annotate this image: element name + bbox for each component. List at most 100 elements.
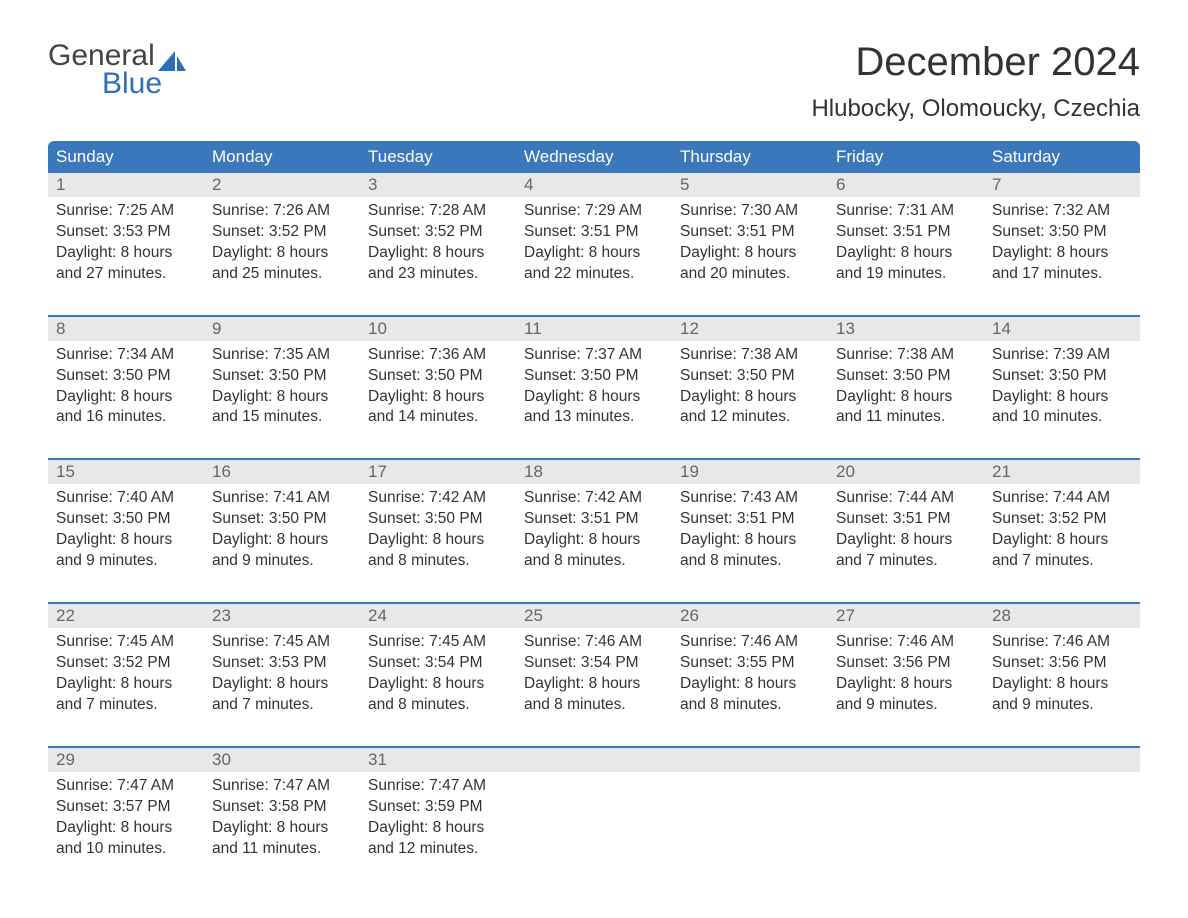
day-number: 3 bbox=[360, 173, 516, 197]
day-number: 2 bbox=[204, 173, 360, 197]
sunrise-text: Sunrise: 7:42 AM bbox=[524, 488, 664, 509]
daylight-line-2: and 19 minutes. bbox=[836, 264, 976, 285]
daylight-line-1: Daylight: 8 hours bbox=[992, 387, 1132, 408]
daylight-line-1: Daylight: 8 hours bbox=[836, 387, 976, 408]
sunset-text: Sunset: 3:56 PM bbox=[836, 653, 976, 674]
daylight-line-1: Daylight: 8 hours bbox=[212, 243, 352, 264]
sunset-text: Sunset: 3:52 PM bbox=[56, 653, 196, 674]
sunrise-text: Sunrise: 7:46 AM bbox=[680, 632, 820, 653]
day-number: 19 bbox=[672, 460, 828, 484]
sunset-text: Sunset: 3:56 PM bbox=[992, 653, 1132, 674]
daylight-line-1: Daylight: 8 hours bbox=[368, 530, 508, 551]
daylight-line-2: and 25 minutes. bbox=[212, 264, 352, 285]
day-number: 17 bbox=[360, 460, 516, 484]
sunrise-text: Sunrise: 7:34 AM bbox=[56, 345, 196, 366]
sunset-text: Sunset: 3:50 PM bbox=[836, 366, 976, 387]
daylight-line-2: and 16 minutes. bbox=[56, 407, 196, 428]
sunrise-text: Sunrise: 7:41 AM bbox=[212, 488, 352, 509]
day-cell: Sunrise: 7:47 AMSunset: 3:59 PMDaylight:… bbox=[360, 772, 516, 862]
sunset-text: Sunset: 3:52 PM bbox=[368, 222, 508, 243]
location: Hlubocky, Olomoucky, Czechia bbox=[811, 95, 1140, 123]
dow-wednesday: Wednesday bbox=[516, 141, 672, 173]
sunrise-text: Sunrise: 7:46 AM bbox=[524, 632, 664, 653]
daylight-line-1: Daylight: 8 hours bbox=[680, 674, 820, 695]
daynum-band: 891011121314 bbox=[48, 317, 1140, 341]
daynum-band: 15161718192021 bbox=[48, 460, 1140, 484]
day-cell: Sunrise: 7:44 AMSunset: 3:51 PMDaylight:… bbox=[828, 484, 984, 574]
sunrise-text: Sunrise: 7:40 AM bbox=[56, 488, 196, 509]
day-number: 29 bbox=[48, 748, 204, 772]
sunrise-text: Sunrise: 7:46 AM bbox=[836, 632, 976, 653]
day-number: 7 bbox=[984, 173, 1140, 197]
daylight-line-1: Daylight: 8 hours bbox=[524, 243, 664, 264]
day-number: 31 bbox=[360, 748, 516, 772]
day-number: 25 bbox=[516, 604, 672, 628]
day-cell: Sunrise: 7:38 AMSunset: 3:50 PMDaylight:… bbox=[672, 341, 828, 431]
day-cell: Sunrise: 7:37 AMSunset: 3:50 PMDaylight:… bbox=[516, 341, 672, 431]
daylight-line-1: Daylight: 8 hours bbox=[368, 818, 508, 839]
day-number: 1 bbox=[48, 173, 204, 197]
day-cell: Sunrise: 7:26 AMSunset: 3:52 PMDaylight:… bbox=[204, 197, 360, 287]
daylight-line-2: and 8 minutes. bbox=[524, 695, 664, 716]
dow-monday: Monday bbox=[204, 141, 360, 173]
daylight-line-2: and 23 minutes. bbox=[368, 264, 508, 285]
day-cell: Sunrise: 7:46 AMSunset: 3:56 PMDaylight:… bbox=[984, 628, 1140, 718]
daylight-line-2: and 7 minutes. bbox=[212, 695, 352, 716]
sunrise-text: Sunrise: 7:29 AM bbox=[524, 201, 664, 222]
day-cell: Sunrise: 7:46 AMSunset: 3:54 PMDaylight:… bbox=[516, 628, 672, 718]
sunset-text: Sunset: 3:50 PM bbox=[524, 366, 664, 387]
day-number: 20 bbox=[828, 460, 984, 484]
daylight-line-2: and 9 minutes. bbox=[992, 695, 1132, 716]
day-cell: Sunrise: 7:42 AMSunset: 3:50 PMDaylight:… bbox=[360, 484, 516, 574]
daylight-line-1: Daylight: 8 hours bbox=[836, 530, 976, 551]
sunset-text: Sunset: 3:52 PM bbox=[992, 509, 1132, 530]
day-cell bbox=[984, 772, 1140, 862]
sunrise-text: Sunrise: 7:39 AM bbox=[992, 345, 1132, 366]
sunrise-text: Sunrise: 7:26 AM bbox=[212, 201, 352, 222]
day-number: 16 bbox=[204, 460, 360, 484]
sunrise-text: Sunrise: 7:45 AM bbox=[56, 632, 196, 653]
daylight-line-2: and 10 minutes. bbox=[56, 839, 196, 860]
daynum-band: 293031 bbox=[48, 748, 1140, 772]
daylight-line-2: and 10 minutes. bbox=[992, 407, 1132, 428]
sunrise-text: Sunrise: 7:36 AM bbox=[368, 345, 508, 366]
day-cell: Sunrise: 7:25 AMSunset: 3:53 PMDaylight:… bbox=[48, 197, 204, 287]
sunset-text: Sunset: 3:52 PM bbox=[212, 222, 352, 243]
sunrise-text: Sunrise: 7:46 AM bbox=[992, 632, 1132, 653]
daylight-line-2: and 27 minutes. bbox=[56, 264, 196, 285]
sunrise-text: Sunrise: 7:31 AM bbox=[836, 201, 976, 222]
calendar: Sunday Monday Tuesday Wednesday Thursday… bbox=[48, 141, 1140, 861]
day-number: 23 bbox=[204, 604, 360, 628]
day-cell: Sunrise: 7:38 AMSunset: 3:50 PMDaylight:… bbox=[828, 341, 984, 431]
daylight-line-1: Daylight: 8 hours bbox=[56, 530, 196, 551]
sunrise-text: Sunrise: 7:25 AM bbox=[56, 201, 196, 222]
day-cell: Sunrise: 7:28 AMSunset: 3:52 PMDaylight:… bbox=[360, 197, 516, 287]
day-cell: Sunrise: 7:45 AMSunset: 3:54 PMDaylight:… bbox=[360, 628, 516, 718]
dow-friday: Friday bbox=[828, 141, 984, 173]
day-number bbox=[984, 748, 1140, 772]
dow-sunday: Sunday bbox=[48, 141, 204, 173]
day-number: 15 bbox=[48, 460, 204, 484]
sunset-text: Sunset: 3:55 PM bbox=[680, 653, 820, 674]
day-number bbox=[672, 748, 828, 772]
sunrise-text: Sunrise: 7:38 AM bbox=[836, 345, 976, 366]
daylight-line-1: Daylight: 8 hours bbox=[212, 674, 352, 695]
day-cell: Sunrise: 7:35 AMSunset: 3:50 PMDaylight:… bbox=[204, 341, 360, 431]
week-row: 22232425262728Sunrise: 7:45 AMSunset: 3:… bbox=[48, 602, 1140, 718]
day-cell: Sunrise: 7:29 AMSunset: 3:51 PMDaylight:… bbox=[516, 197, 672, 287]
daylight-line-1: Daylight: 8 hours bbox=[680, 530, 820, 551]
sunrise-text: Sunrise: 7:45 AM bbox=[368, 632, 508, 653]
daylight-line-1: Daylight: 8 hours bbox=[524, 530, 664, 551]
day-cell: Sunrise: 7:43 AMSunset: 3:51 PMDaylight:… bbox=[672, 484, 828, 574]
sunrise-text: Sunrise: 7:28 AM bbox=[368, 201, 508, 222]
daylight-line-2: and 20 minutes. bbox=[680, 264, 820, 285]
daynum-band: 22232425262728 bbox=[48, 604, 1140, 628]
day-number: 5 bbox=[672, 173, 828, 197]
sunset-text: Sunset: 3:51 PM bbox=[836, 509, 976, 530]
daylight-line-1: Daylight: 8 hours bbox=[212, 818, 352, 839]
sunset-text: Sunset: 3:53 PM bbox=[212, 653, 352, 674]
daylight-line-2: and 15 minutes. bbox=[212, 407, 352, 428]
week-row: 1234567Sunrise: 7:25 AMSunset: 3:53 PMDa… bbox=[48, 173, 1140, 287]
sunrise-text: Sunrise: 7:44 AM bbox=[992, 488, 1132, 509]
daylight-line-1: Daylight: 8 hours bbox=[56, 387, 196, 408]
